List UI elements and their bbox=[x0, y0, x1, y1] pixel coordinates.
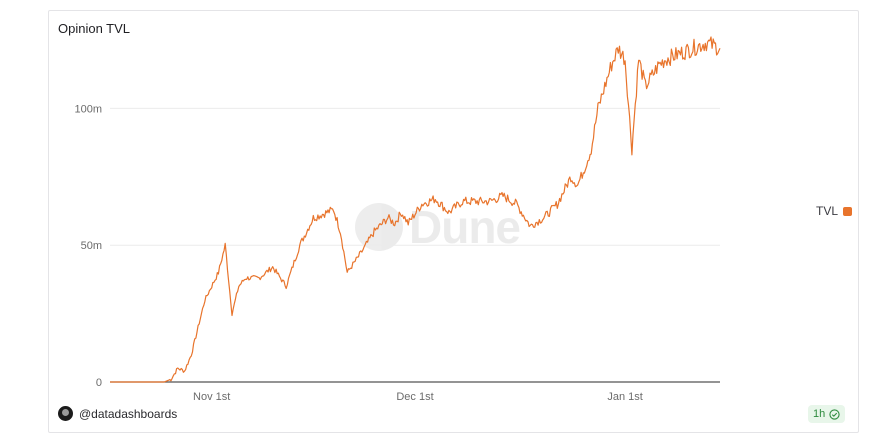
y-tick-label: 100m bbox=[74, 103, 102, 115]
x-tick-label: Dec 1st bbox=[396, 391, 433, 403]
y-axis-ticks: 0 50m 100m bbox=[74, 103, 102, 389]
legend[interactable]: TVL bbox=[816, 204, 852, 218]
author-name: @datadashboards bbox=[79, 406, 178, 421]
legend-label-tvl: TVL bbox=[815, 204, 838, 218]
series-line-tvl bbox=[110, 36, 721, 383]
y-tick-label: 50m bbox=[81, 240, 102, 252]
legend-swatch-tvl bbox=[843, 206, 852, 216]
chart-card bbox=[48, 10, 859, 433]
chart-title: Opinion TVL bbox=[58, 21, 131, 36]
avatar bbox=[58, 406, 73, 421]
y-tick-label: 0 bbox=[96, 377, 102, 389]
x-tick-label: Nov 1st bbox=[193, 391, 230, 403]
refresh-interval: 1h bbox=[813, 408, 826, 420]
check-circle-icon bbox=[829, 408, 840, 420]
x-axis-ticks: Nov 1st Dec 1st Jan 1st bbox=[193, 391, 643, 403]
x-tick-label: Jan 1st bbox=[607, 391, 642, 403]
author-link[interactable]: @datadashboards bbox=[58, 406, 177, 421]
refresh-badge[interactable]: 1h bbox=[808, 405, 846, 423]
series-group bbox=[110, 36, 721, 383]
grid-lines bbox=[110, 107, 720, 383]
